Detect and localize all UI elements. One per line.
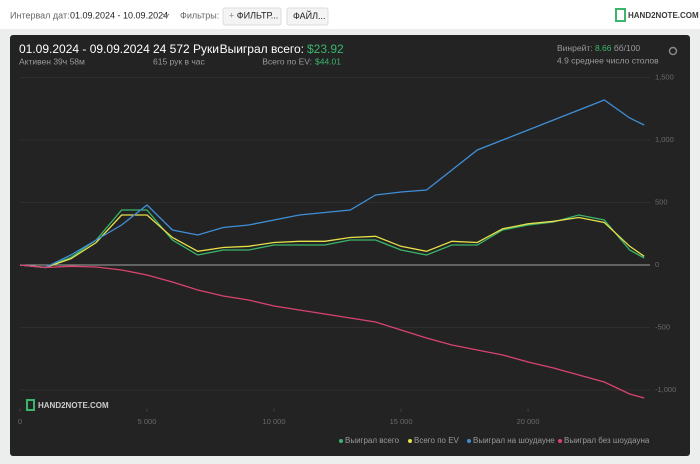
series-line <box>19 214 645 269</box>
winrate-label: Винрейт: <box>557 43 593 53</box>
logo-icon <box>615 8 626 22</box>
winrate-unit: бб/100 <box>614 43 641 53</box>
x-tick-label: 5 000 <box>138 417 157 426</box>
filters-label: Фильтры: <box>180 10 219 20</box>
filter-button-text[interactable]: + ФИЛЬТР... <box>229 11 278 21</box>
x-tick-label: 15 000 <box>390 417 413 426</box>
y-tick-label: 1,000 <box>655 135 674 144</box>
y-tick-label: 500 <box>655 197 668 206</box>
period: 01.09.2024 - 09.09.2024 <box>19 42 150 56</box>
legend-label: Всего по EV <box>414 436 460 445</box>
legend-label: Выиграл всего <box>345 436 400 445</box>
winrate: Винрейт: 8.66 бб/100 <box>557 43 640 53</box>
won-label: Выиграл всего: <box>220 42 304 56</box>
plus-icon: + <box>229 11 237 21</box>
legend-label: Выиграл без шоудауна <box>564 436 650 445</box>
series-line <box>19 209 645 269</box>
x-tick-label: 20 000 <box>517 417 540 426</box>
logo: HAND2NOTE.COM <box>628 11 699 20</box>
file-button-label[interactable]: ФАЙЛ... <box>293 10 326 21</box>
hands-per-hour: 615 рук в час <box>153 56 206 66</box>
x-tick-label: 10 000 <box>263 417 286 426</box>
filter-button[interactable] <box>222 7 282 26</box>
series-line <box>19 264 645 399</box>
interval-value[interactable]: 01.09.2024 - 10.09.2024 <box>70 10 168 20</box>
file-button[interactable] <box>286 7 329 26</box>
interval-label: Интервал дат: <box>10 10 70 20</box>
tables: 4.9 среднее число столов <box>557 55 659 65</box>
toolbar <box>0 0 700 29</box>
series-line <box>19 99 645 269</box>
legend-marker <box>467 439 471 443</box>
winrate-value: 8.66 <box>595 43 612 53</box>
legend-marker <box>558 439 562 443</box>
filter-button-label[interactable]: ФИЛЬТР... <box>237 11 279 21</box>
ev-value: $44.01 <box>315 56 341 66</box>
x-tick-label: 0 <box>18 417 22 426</box>
ev-label: Всего по EV: <box>262 56 312 66</box>
hands: 24 572 Руки <box>153 42 219 56</box>
y-tick-label: 1,500 <box>655 72 674 81</box>
watermark-icon <box>26 399 35 411</box>
panel <box>10 35 690 456</box>
legend-marker <box>408 439 412 443</box>
watermark: HAND2NOTE.COM <box>38 401 109 410</box>
dropdown-arrow[interactable] <box>162 13 170 18</box>
legend-label: Выиграл на шоудауне <box>473 436 555 445</box>
active-time: Активен 39ч 58м <box>19 56 85 66</box>
y-tick-label: 0 <box>655 260 659 269</box>
settings-icon[interactable] <box>668 46 678 56</box>
y-tick-label: -500 <box>655 322 670 331</box>
won-value: $23.92 <box>307 42 344 56</box>
legend-marker <box>339 439 343 443</box>
y-tick-label: -1,000 <box>655 385 676 394</box>
